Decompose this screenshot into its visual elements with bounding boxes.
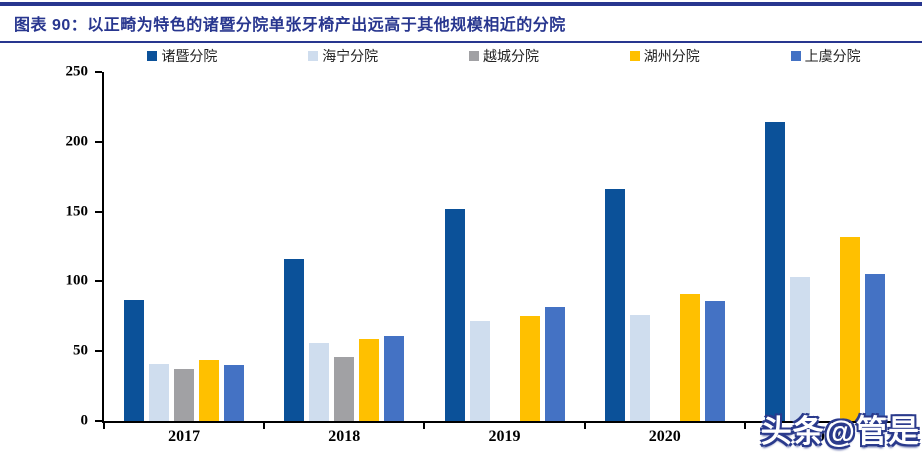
bar-上虞分院-2020: [704, 300, 725, 421]
bar-诸暨分院-2021: [764, 122, 785, 421]
bar-湖州分院-2020: [679, 293, 700, 421]
bar-湖州分院-2018: [359, 338, 380, 421]
bar-越城分院-2018: [334, 356, 355, 421]
bar-海宁分院-2020: [629, 314, 650, 421]
bar-groups: [104, 72, 905, 421]
legend-label: 湖州分院: [643, 48, 700, 64]
y-axis-tick-label: 0: [80, 412, 89, 429]
x-axis-label-2020: 2020: [648, 428, 681, 445]
legend-item: 海宁分院: [308, 46, 378, 66]
legend-swatch-icon: [629, 51, 640, 61]
bar-诸暨分院-2020: [604, 189, 625, 421]
legend-swatch-icon: [468, 51, 479, 61]
bar-上虞分院-2021: [864, 274, 885, 421]
chart-legend: 诸暨分院 海宁分院 越城分院 湖州分院 上虞分院: [102, 46, 906, 66]
y-axis-tick-label: 50: [73, 342, 88, 359]
y-axis-tick-mark: [95, 140, 102, 143]
bar-上虞分院-2019: [544, 306, 565, 421]
bar-越城分院-2017: [174, 369, 195, 421]
bar-group-2020: [585, 72, 745, 421]
y-axis-tick-mark: [95, 420, 102, 422]
y-axis-tick-mark: [95, 280, 102, 283]
bar-group-2019: [424, 72, 584, 421]
y-axis-tick-mark: [95, 210, 102, 213]
y-axis-tick-mark: [95, 71, 102, 73]
bar-诸暨分院-2018: [284, 259, 305, 421]
y-axis-tick-label: 150: [65, 203, 89, 220]
watermark-text: 头条@管是: [760, 414, 920, 449]
x-axis-tick-mark: [743, 423, 746, 429]
x-axis-label-2021: 2021: [808, 428, 841, 445]
x-axis-label-2019: 2019: [488, 428, 521, 445]
legend-swatch-icon: [790, 51, 801, 61]
x-axis-label-2017: 2017: [168, 428, 201, 445]
x-axis-tick-mark: [103, 423, 105, 429]
bar-湖州分院-2019: [519, 316, 540, 421]
plot-area: 2017 2018 2019 2020 2021 0 50 100 150 200 250: [66, 64, 906, 445]
bar-湖州分院-2021: [839, 236, 860, 421]
x-axis-label-2018: 2018: [328, 428, 361, 445]
bar-group-2021: [745, 72, 905, 421]
legend-swatch-icon: [308, 51, 319, 61]
bar-上虞分院-2017: [224, 365, 245, 421]
legend-label: 海宁分院: [322, 48, 379, 64]
bar-湖州分院-2017: [199, 359, 220, 421]
legend-item: 湖州分院: [629, 46, 700, 66]
x-axis-tick-mark: [583, 423, 586, 429]
y-axis-tick-label: 250: [65, 63, 89, 80]
bar-诸暨分院-2019: [444, 208, 465, 421]
x-axis-tick-mark: [423, 423, 426, 429]
x-axis-tick-mark: [904, 423, 906, 429]
y-axis-tick-label: 200: [65, 133, 89, 150]
x-axis-tick-mark: [263, 423, 266, 429]
bar-上虞分院-2018: [384, 335, 405, 421]
figure-title: 图表 90：以正畸为特色的诸暨分院单张牙椅产出远高于其他规模相近的分院: [14, 17, 566, 34]
legend-swatch-icon: [147, 51, 158, 61]
legend-item: 上虞分院: [790, 46, 861, 66]
bar-海宁分院-2021: [789, 277, 810, 421]
bar-诸暨分院-2017: [124, 299, 145, 421]
bar-group-2018: [264, 72, 424, 421]
bar-海宁分院-2018: [309, 342, 330, 421]
bar-group-2017: [104, 72, 264, 421]
bar-海宁分院-2019: [469, 320, 490, 421]
x-axis-labels: 2017 2018 2019 2020 2021: [104, 428, 905, 446]
legend-item: 越城分院: [468, 46, 539, 66]
y-axis-tick-mark: [95, 350, 102, 353]
legend-label: 上虞分院: [804, 48, 861, 64]
bar-海宁分院-2017: [149, 363, 170, 421]
y-axis-tick-label: 100: [65, 272, 89, 289]
legend-label: 诸暨分院: [161, 48, 218, 64]
figure-header: 图表 90：以正畸为特色的诸暨分院单张牙椅产出远高于其他规模相近的分院: [0, 2, 922, 43]
legend-label: 越城分院: [482, 48, 539, 64]
legend-item: 诸暨分院: [147, 46, 217, 66]
